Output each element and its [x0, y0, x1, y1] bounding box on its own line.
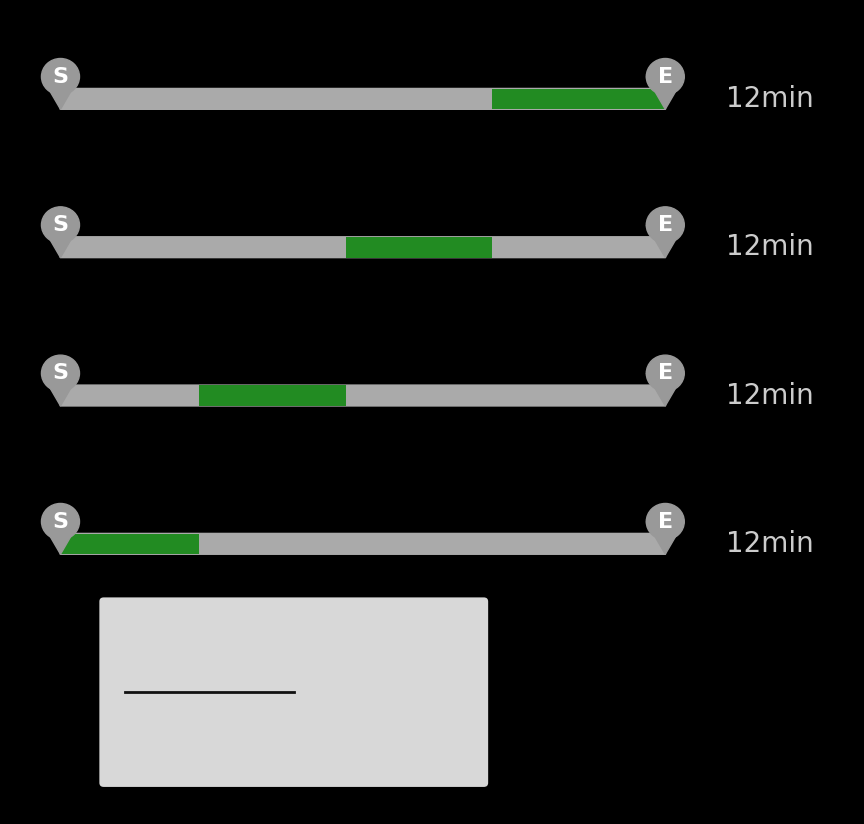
- Polygon shape: [41, 373, 79, 406]
- Text: E: E: [658, 215, 673, 235]
- Text: S: S: [53, 67, 68, 87]
- Text: E: E: [658, 363, 673, 383]
- Circle shape: [41, 207, 79, 243]
- Text: =: =: [333, 677, 359, 707]
- Circle shape: [41, 355, 79, 391]
- FancyBboxPatch shape: [60, 384, 666, 406]
- Text: E: E: [658, 67, 673, 87]
- Text: 12min: 12min: [726, 382, 814, 410]
- Text: S: S: [53, 363, 68, 383]
- Polygon shape: [41, 225, 79, 258]
- Text: 48min: 48min: [154, 641, 261, 671]
- Polygon shape: [646, 373, 684, 406]
- Circle shape: [41, 503, 79, 540]
- Bar: [60, 534, 199, 554]
- Polygon shape: [41, 77, 79, 110]
- FancyBboxPatch shape: [60, 236, 666, 259]
- Bar: [199, 385, 346, 405]
- Text: S: S: [53, 215, 68, 235]
- FancyBboxPatch shape: [60, 88, 666, 110]
- Circle shape: [646, 503, 684, 540]
- Circle shape: [41, 59, 79, 95]
- Bar: [346, 237, 492, 258]
- Text: 12min: 12min: [155, 718, 260, 747]
- Polygon shape: [646, 77, 684, 110]
- Bar: [492, 89, 665, 110]
- Text: 4: 4: [404, 677, 425, 707]
- FancyBboxPatch shape: [99, 597, 488, 787]
- Circle shape: [646, 59, 684, 95]
- Circle shape: [646, 355, 684, 391]
- Text: E: E: [658, 512, 673, 531]
- Text: S: S: [53, 512, 68, 531]
- Text: 12min: 12min: [726, 233, 814, 261]
- Polygon shape: [646, 225, 684, 258]
- FancyBboxPatch shape: [60, 532, 666, 555]
- Polygon shape: [41, 522, 79, 555]
- Text: 12min: 12min: [726, 530, 814, 558]
- Text: 12min: 12min: [726, 85, 814, 113]
- Polygon shape: [646, 522, 684, 555]
- Circle shape: [646, 207, 684, 243]
